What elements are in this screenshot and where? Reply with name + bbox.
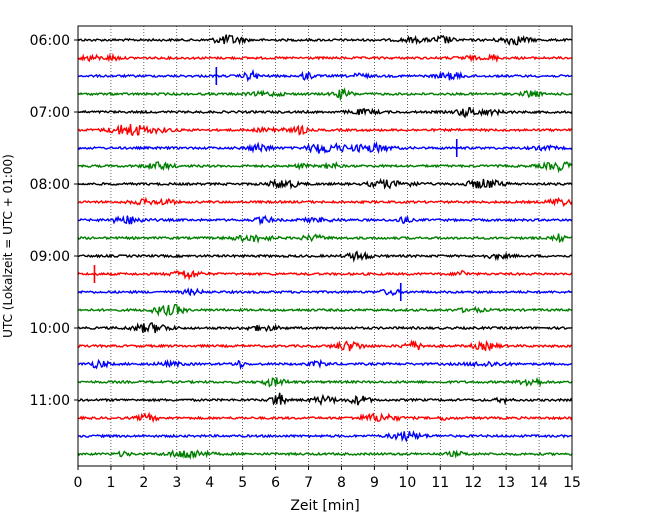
y-tick-label-4: 10:00 — [30, 321, 70, 337]
plot-area — [78, 26, 572, 466]
trace-0745 — [77, 160, 573, 174]
y-tick-label-1: 07:00 — [30, 105, 70, 121]
trace-1145 — [77, 449, 573, 460]
trace-1100 — [77, 392, 573, 407]
x-tick-label-3: 3 — [172, 475, 181, 491]
trace-1000 — [77, 322, 573, 334]
trace-1130 — [77, 429, 573, 443]
x-axis-label: Zeit [min] — [290, 498, 359, 514]
trace-0815 — [77, 196, 573, 208]
x-tick-label-1: 1 — [106, 475, 115, 491]
trace-0715 — [77, 123, 573, 137]
x-tick-label-13: 13 — [497, 475, 515, 491]
trace-0915 — [77, 269, 573, 281]
x-tick-label-15: 15 — [563, 475, 581, 491]
y-tick-label-0: 06:00 — [30, 33, 70, 49]
x-tick-label-5: 5 — [238, 475, 247, 491]
x-tick-label-0: 0 — [74, 475, 83, 491]
trace-0600 — [77, 34, 573, 46]
y-axis-ticks: 06:00 07:00 08:00 09:00 10:00 11:00 — [30, 33, 78, 409]
x-tick-label-12: 12 — [464, 475, 482, 491]
y-tick-label-2: 08:00 — [30, 177, 70, 193]
trace-0630 — [77, 68, 573, 83]
trace-0945 — [77, 303, 573, 317]
y-tick-label-5: 11:00 — [30, 393, 70, 409]
x-tick-label-8: 8 — [337, 475, 346, 491]
x-tick-label-2: 2 — [139, 475, 148, 491]
trace-0730 — [77, 140, 573, 155]
trace-1015 — [77, 339, 573, 352]
x-tick-label-4: 4 — [205, 475, 214, 491]
trace-1030 — [77, 358, 573, 371]
x-tick-label-9: 9 — [370, 475, 379, 491]
trace-1115 — [77, 411, 573, 424]
x-tick-label-6: 6 — [271, 475, 280, 491]
trace-0900 — [77, 250, 573, 263]
x-tick-label-11: 11 — [431, 475, 449, 491]
trace-0615 — [77, 52, 573, 64]
trace-0930 — [77, 287, 573, 297]
y-axis-label: UTC (Lokalzeit = UTC + 01:00) — [1, 154, 15, 338]
trace-0645 — [77, 87, 573, 102]
trace-1045 — [77, 376, 573, 388]
trace-0700 — [77, 106, 573, 119]
seismic-traces — [77, 34, 573, 460]
trace-0800 — [77, 177, 573, 190]
x-axis-ticks: 0 1 2 3 4 5 6 7 8 9 10 11 12 13 14 15 — [74, 466, 581, 491]
x-tick-label-7: 7 — [304, 475, 313, 491]
trace-0845 — [77, 233, 573, 244]
y-tick-label-3: 09:00 — [30, 249, 70, 265]
vertical-grid — [110, 26, 540, 466]
x-tick-label-10: 10 — [398, 475, 416, 491]
x-tick-label-14: 14 — [530, 475, 548, 491]
trace-0830 — [77, 214, 573, 226]
plot-frame — [77, 25, 573, 467]
